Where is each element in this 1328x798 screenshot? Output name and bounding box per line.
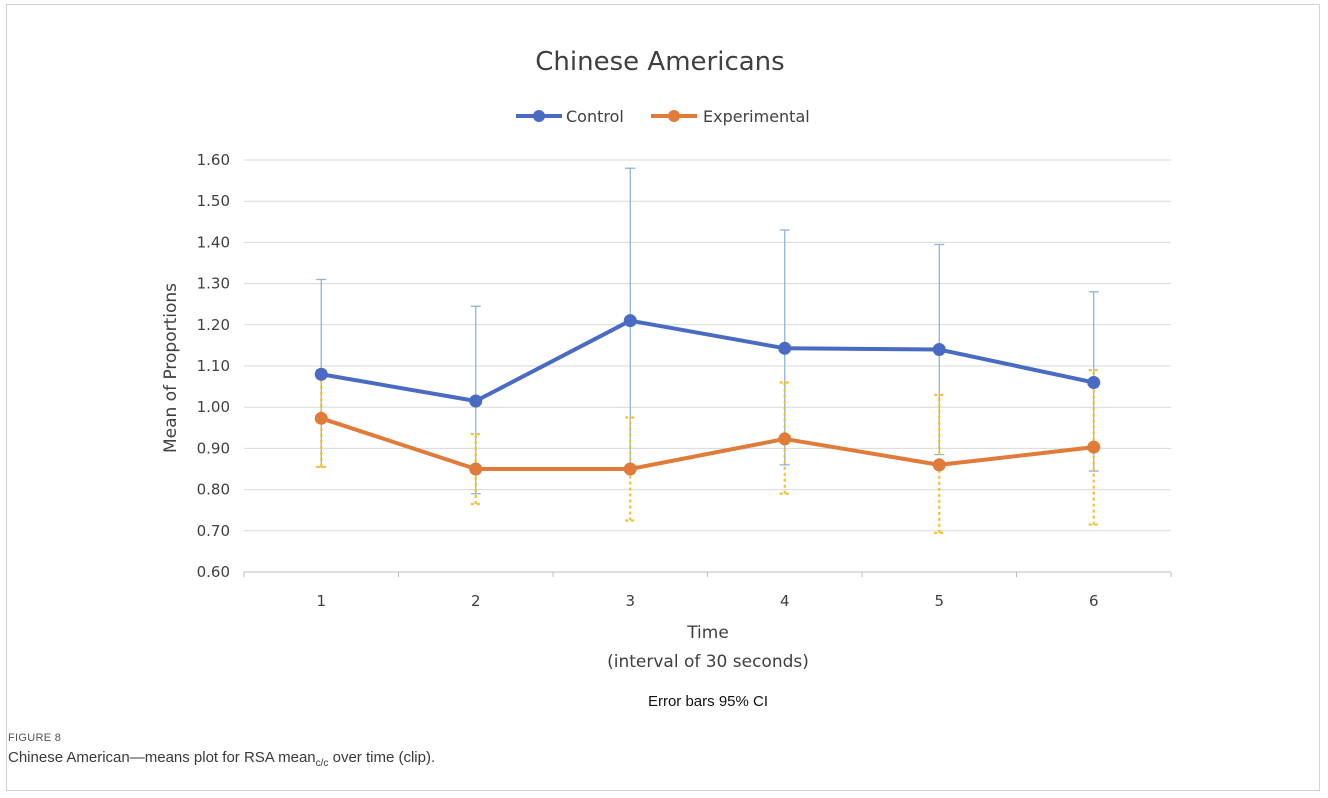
data-point-control [932,343,946,357]
legend-experimental-label: Experimental [703,107,810,126]
series-line-experimental [320,416,1094,471]
x-tick-labels: 1 2 3 4 5 6 [316,592,1098,610]
x-tick-label: 1 [316,592,326,610]
error-bars-control [316,167,1099,495]
y-tick-label: 0.60 [197,563,230,581]
x-tick-label: 3 [625,592,635,610]
x-tick-label: 6 [1089,592,1099,610]
y-tick-label: 1.00 [197,398,230,416]
chart: Chinese Americans Control Experimental 0… [161,47,1172,710]
data-point-experimental [314,411,328,425]
caption-text-main: Chinese American—means plot for RSA mean [8,749,316,766]
caption-text-end: over time (clip). [328,749,436,766]
x-axis-label: Time [686,623,729,643]
legend-control-label: Control [566,107,624,126]
x-tick-label: 2 [471,592,481,610]
data-point-control [314,367,328,381]
y-tick-label: 1.40 [197,233,230,251]
figure-frame [6,4,1320,791]
y-tick-label: 0.70 [197,522,230,540]
y-axis-label: Mean of Proportions [161,283,181,453]
data-point-control [623,314,637,328]
data-point-experimental [932,458,946,472]
y-tick-label: 0.80 [197,481,230,499]
data-point-experimental [469,462,483,476]
figure-caption: FIGURE 8 Chinese American—means plot for… [8,732,1308,769]
y-tick-label: 0.90 [197,439,230,457]
chart-title: Chinese Americans [535,47,784,77]
legend-control-marker [533,110,545,122]
gridlines [244,159,1171,532]
y-tick-label: 1.50 [197,192,230,210]
legend: Control Experimental [516,107,810,126]
data-point-control [469,394,483,408]
y-tick-label: 1.10 [197,357,230,375]
axes [243,571,1172,577]
x-tick-label: 5 [934,592,944,610]
x-tick-label: 4 [780,592,790,610]
y-tick-labels: 0.60 0.70 0.80 0.90 1.00 1.10 1.20 1.30 1.40 1.50… [197,151,230,581]
y-tick-label: 1.30 [197,275,230,293]
figure-caption-text: Chinese American—means plot for RSA mean… [8,749,1308,769]
error-bars-note: Error bars 95% CI [648,693,768,710]
caption-subscript: c/c [315,758,329,769]
y-tick-label: 1.60 [197,151,230,169]
data-point-experimental [623,462,637,476]
data-point-experimental [1087,440,1101,454]
legend-experimental-marker [668,110,680,122]
series [314,167,1101,534]
x-axis-label-subtitle: (interval of 30 seconds) [607,652,809,672]
data-point-control [778,341,792,355]
data-point-control [1087,375,1101,389]
figure-label: FIGURE 8 [8,732,62,744]
series-line-control [320,318,1095,404]
y-tick-label: 1.20 [197,316,230,334]
data-point-experimental [778,432,792,446]
